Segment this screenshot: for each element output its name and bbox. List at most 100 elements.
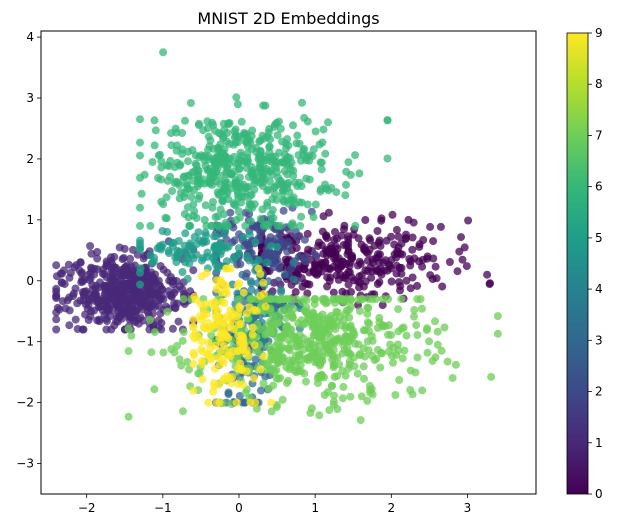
scatter-point-class-2 [274, 276, 283, 285]
scatter-point-class-3 [280, 270, 289, 279]
scatter-point-class-0 [303, 280, 312, 289]
scatter-point-class-0 [397, 239, 406, 248]
scatter-point-class-6 [201, 151, 210, 160]
scatter-point-class-1 [115, 281, 124, 289]
scatter-point-class-1 [57, 269, 66, 278]
scatter-point-class-0 [426, 222, 435, 231]
scatter-point-class-6 [231, 178, 240, 187]
scatter-point-class-7 [300, 369, 309, 378]
scatter-point-class-9 [197, 345, 206, 354]
scatter-point-class-2 [287, 264, 295, 273]
scatter-point-class-7 [267, 407, 276, 416]
scatter-point-class-1 [52, 315, 61, 324]
scatter-point-class-7 [356, 350, 364, 358]
scatter-point-class-7 [271, 295, 280, 304]
scatter-point-class-1 [169, 277, 177, 286]
scatter-point-class-6 [305, 175, 314, 184]
scatter-point-class-6 [194, 171, 203, 179]
scatter-point-class-1 [87, 307, 96, 316]
scatter-point-class-7 [309, 319, 318, 328]
scatter-point-class-9 [219, 319, 228, 327]
scatter-point-class-1 [57, 278, 66, 287]
scatter-point-class-1 [168, 324, 177, 333]
scatter-point-class-7 [375, 313, 384, 322]
x-tick-label: 3 [464, 501, 472, 515]
scatter-point-class-7 [451, 360, 460, 369]
scatter-point-class-5 [273, 243, 281, 251]
scatter-point-class-7 [440, 323, 449, 332]
scatter-point-class-6 [216, 171, 225, 180]
scatter-point-class-9 [234, 380, 243, 389]
scatter-point-class-6 [383, 154, 392, 163]
scatter-point-class-1 [65, 321, 74, 330]
scatter-point-class-6 [234, 132, 242, 141]
scatter-point-class-3 [238, 270, 247, 279]
scatter-point-class-5 [185, 259, 194, 268]
scatter-point-class-1 [126, 312, 135, 321]
scatter-point-class-6 [321, 149, 330, 158]
scatter-point-class-7 [384, 330, 392, 339]
scatter-point-class-0 [406, 284, 415, 293]
scatter-point-class-7 [487, 372, 496, 381]
scatter-point-class-7 [355, 307, 364, 316]
scatter-point-class-9 [239, 345, 247, 354]
scatter-point-class-7 [300, 295, 308, 304]
x-tick-label: 0 [235, 501, 243, 515]
scatter-point-class-1 [78, 325, 87, 334]
scatter-point-class-7 [361, 325, 370, 334]
scatter-point-class-7 [302, 377, 310, 386]
scatter-point-class-7 [275, 346, 284, 355]
scatter-point-class-1 [69, 292, 78, 300]
scatter-point-class-7 [381, 322, 390, 331]
scatter-point-class-9 [198, 375, 207, 384]
scatter-point-class-7 [353, 369, 362, 378]
scatter-point-class-6 [200, 179, 209, 188]
scatter-point-class-0 [458, 255, 467, 264]
scatter-point-class-0 [460, 243, 469, 252]
scatter-point-class-6 [240, 128, 249, 137]
scatter-point-class-6 [166, 156, 175, 165]
scatter-point-class-7 [363, 337, 372, 346]
scatter-point-class-6 [208, 118, 217, 127]
scatter-point-class-7 [281, 323, 290, 332]
scatter-point-class-7 [294, 336, 303, 345]
scatter-point-class-0 [436, 222, 445, 231]
scatter-point-class-1 [52, 261, 61, 270]
scatter-point-class-7 [259, 379, 268, 388]
y-tick-label: 2 [26, 152, 34, 166]
scatter-point-class-9 [227, 379, 236, 388]
scatter-point-class-1 [115, 269, 124, 278]
colorbar-tick-label: 0 [595, 487, 603, 501]
scatter-point-class-1 [52, 294, 61, 302]
scatter-point-class-5 [234, 244, 243, 253]
scatter-point-class-6 [311, 200, 320, 209]
scatter-point-class-5 [136, 264, 145, 273]
scatter-point-class-6 [184, 157, 192, 166]
scatter-point-class-1 [170, 289, 179, 297]
scatter-point-class-0 [438, 282, 447, 291]
scatter-point-class-6 [291, 178, 299, 187]
scatter-point-class-1 [77, 278, 86, 287]
scatter-point-class-9 [245, 303, 254, 312]
scatter-point-class-2 [311, 250, 320, 259]
scatter-point-class-7 [338, 349, 347, 358]
scatter-point-class-7 [360, 374, 368, 383]
scatter-point-class-5 [183, 274, 192, 283]
scatter-point-class-6 [273, 131, 282, 140]
scatter-point-class-6 [205, 173, 214, 182]
scatter-point-class-6 [237, 156, 246, 165]
scatter-point-class-1 [146, 279, 155, 287]
scatter-point-class-7 [289, 305, 298, 313]
scatter-point-class-7 [388, 351, 396, 360]
scatter-point-class-6 [319, 125, 328, 134]
scatter-point-class-6 [341, 191, 350, 200]
scatter-point-class-1 [109, 287, 118, 296]
scatter-point-class-6 [136, 173, 144, 182]
scatter-point-class-7 [262, 322, 271, 331]
scatter-point-class-1 [63, 296, 72, 305]
scatter-point-class-6 [159, 48, 168, 57]
scatter-point-class-9 [212, 285, 221, 294]
colorbar-tick-label: 8 [595, 77, 603, 91]
scatter-point-class-7 [412, 321, 421, 330]
